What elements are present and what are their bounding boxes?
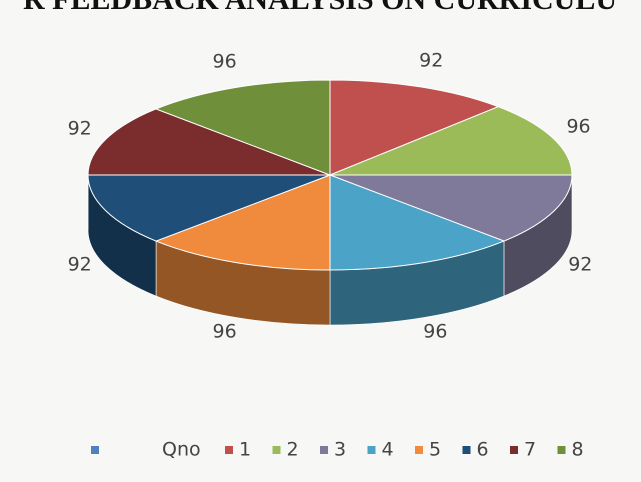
chart-title: R FEEDBACK ANALYSIS ON CURRICULU (23, 0, 617, 16)
legend-marker (225, 446, 233, 454)
data-label: 92 (568, 254, 592, 276)
data-label: 92 (419, 49, 443, 71)
data-label: 92 (68, 117, 92, 139)
slice (329, 79, 500, 176)
legend-marker (415, 446, 423, 454)
legend-label: Qno (162, 439, 201, 461)
legend-label: 1 (239, 439, 251, 461)
legend-marker (272, 446, 281, 454)
slice (329, 106, 573, 176)
slice (87, 108, 331, 176)
legend-marker (510, 446, 518, 454)
data-label: 92 (68, 254, 92, 276)
data-label: 96 (213, 321, 237, 343)
slice (87, 174, 331, 242)
slice (154, 174, 331, 271)
slice (329, 174, 506, 271)
legend-marker (557, 446, 566, 454)
legend-label: 3 (334, 439, 346, 461)
legend-marker (462, 446, 471, 454)
legend-marker (367, 446, 376, 454)
legend-label: 7 (524, 439, 536, 461)
legend-label: 6 (477, 439, 489, 461)
legend-label: 4 (382, 439, 394, 461)
legend-marker (320, 446, 328, 454)
legend-marker (91, 446, 99, 454)
data-label: 96 (423, 321, 447, 343)
legend-label: 8 (572, 439, 584, 461)
slice (154, 79, 331, 176)
slice (329, 174, 573, 242)
data-label: 96 (213, 50, 237, 72)
data-label: 96 (566, 115, 590, 137)
legend-label: 2 (287, 439, 299, 461)
legend-label: 5 (429, 439, 441, 461)
